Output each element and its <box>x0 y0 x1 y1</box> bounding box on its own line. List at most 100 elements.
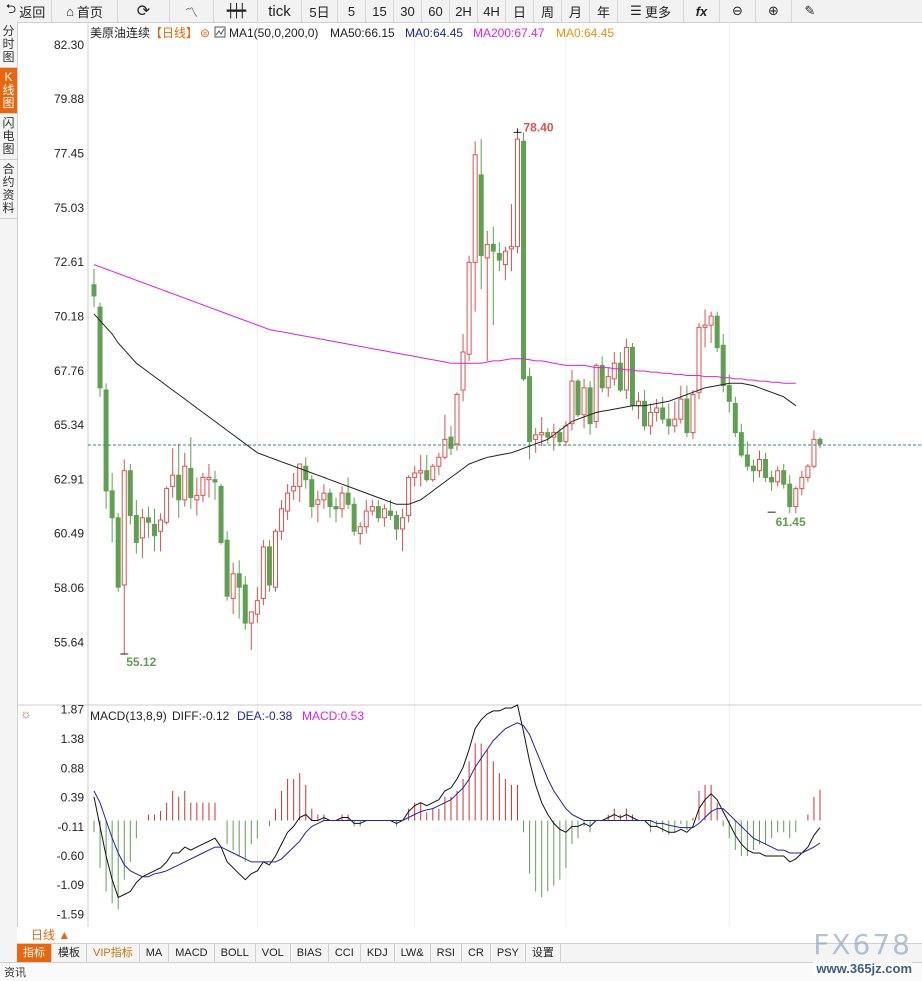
candle-body-up <box>273 530 278 588</box>
candle-body-down <box>557 432 563 443</box>
candle-body-down <box>787 483 793 508</box>
chart-area[interactable]: 82.30 79.88 77.45 75.03 72.61 70.18 67.76 65.34… <box>0 22 922 927</box>
candle-body-up <box>563 425 569 443</box>
candle-body-up <box>442 438 448 458</box>
candle-body-down <box>617 362 623 391</box>
period-15m-button[interactable]: 15 <box>366 0 394 22</box>
tab-bias[interactable]: BIAS <box>291 944 329 962</box>
candle-body-down <box>345 492 351 505</box>
tab-indicators[interactable]: 指标 <box>17 944 52 962</box>
candle-body-down <box>212 479 218 483</box>
tab-cci[interactable]: CCI <box>329 944 361 962</box>
tab-settings[interactable]: 设置 <box>526 944 561 962</box>
price-legend: 美原油连续【日线】 ⊜ MA1(50,0,200,0) MA50:66.15 M… <box>90 25 614 40</box>
period-5d-button[interactable]: 5日 <box>302 0 338 22</box>
candle-body-up <box>472 154 478 263</box>
legend-toggle-icon[interactable] <box>214 26 226 38</box>
candle-body-up <box>678 398 684 420</box>
diff-line <box>93 704 821 899</box>
candle-body-up <box>672 418 678 427</box>
candle-body-down <box>587 387 593 425</box>
refresh-button[interactable]: ⟳ <box>118 0 170 22</box>
period-4h-button[interactable]: 4H <box>478 0 506 22</box>
candle-body-down <box>726 385 732 402</box>
tab-psy[interactable]: PSY <box>491 944 526 962</box>
candle-body-up <box>369 506 375 512</box>
macd-tick-label: -1.09 <box>57 878 85 892</box>
tab-lw[interactable]: LW& <box>395 944 431 962</box>
period-week-button[interactable]: 周 <box>534 0 562 22</box>
tab-vol[interactable]: VOL <box>256 944 291 962</box>
tab-ma[interactable]: MA <box>140 944 170 962</box>
price-tick-label: 77.45 <box>54 147 84 161</box>
candle-body-down <box>521 140 527 380</box>
period-30m-button[interactable]: 30 <box>394 0 422 22</box>
period-5m-button[interactable]: 5 <box>338 0 366 22</box>
back-button[interactable]: ⮌ 返回 <box>0 0 52 22</box>
macd-settings-icon[interactable]: ☼ <box>20 706 32 721</box>
candle-body-down <box>218 485 224 543</box>
period-60m-button[interactable]: 60 <box>422 0 450 22</box>
trend-chart-button[interactable]: 〽 <box>170 0 214 22</box>
tab-kline[interactable]: K线图 <box>0 68 17 114</box>
formula-button[interactable]: fx <box>684 0 720 22</box>
candlesticks <box>91 132 823 655</box>
price-tick-label: 67.76 <box>54 364 84 378</box>
tab-kdj[interactable]: KDJ <box>361 944 395 962</box>
period-month-button[interactable]: 月 <box>562 0 590 22</box>
candle-body-down <box>424 470 430 481</box>
candle-body-down <box>575 380 581 416</box>
candle-body-down <box>242 584 248 624</box>
tab-macd[interactable]: MACD <box>169 944 215 962</box>
news-tab[interactable]: 资讯 <box>4 967 26 979</box>
function-icon: fx <box>695 3 708 19</box>
zoom-out-button[interactable]: ⊖ <box>720 0 756 22</box>
candle-body-up <box>194 494 200 501</box>
candle-body-up <box>690 394 696 434</box>
candle-body-down <box>109 490 115 519</box>
candle-body-down <box>599 364 605 389</box>
menu-icon: ☰ <box>630 3 642 18</box>
zoom-in-button[interactable]: ⊕ <box>756 0 792 22</box>
more-button[interactable]: ☰ 更多 <box>618 0 684 22</box>
tab-rsi[interactable]: RSI <box>431 944 462 962</box>
legend-toggle-glyph <box>215 28 225 36</box>
period-selector[interactable]: 日线 ▲ <box>17 927 77 943</box>
price-tick-label: 58.06 <box>54 581 84 595</box>
tab-vip-indicators[interactable]: VIP指标 <box>87 944 140 962</box>
tab-contract-info[interactable]: 合约资料 <box>0 160 17 219</box>
candle-body-up <box>636 400 641 407</box>
tab-boll[interactable]: BOLL <box>215 944 256 962</box>
macd-tick-label: 1.87 <box>61 703 85 717</box>
candle-body-down <box>763 459 769 478</box>
period-year-button[interactable]: 年 <box>590 0 618 22</box>
candle-body-up <box>285 492 291 512</box>
tab-intraday[interactable]: 分时图 <box>0 22 17 68</box>
candle-body-up <box>315 499 321 505</box>
price-tick-label: 82.30 <box>54 38 84 52</box>
draw-button[interactable]: ✎ <box>792 0 828 22</box>
candle-body-up <box>357 526 363 534</box>
candle-body-up <box>254 600 260 615</box>
period-day-button[interactable]: 日 <box>506 0 534 22</box>
legend-settings-icon[interactable]: ⊜ <box>200 26 210 40</box>
period-2h-button[interactable]: 2H <box>450 0 478 22</box>
tab-cr[interactable]: CR <box>462 944 491 962</box>
candle-chart-button[interactable]: ┿┿┿ <box>214 0 258 22</box>
refresh-icon: ⟳ <box>136 3 151 20</box>
candle-body-down <box>732 402 738 434</box>
tab-templates[interactable]: 模板 <box>52 944 87 962</box>
tab-flash[interactable]: 闪电图 <box>0 114 17 160</box>
candle-body-up <box>708 315 714 326</box>
candle-body-up <box>297 463 303 487</box>
side-tabs: 分时图 K线图 闪电图 合约资料 <box>0 22 18 962</box>
tick-button[interactable]: tick <box>258 0 302 22</box>
candle-body-up <box>593 364 599 422</box>
price-tick-label: 62.91 <box>54 472 84 486</box>
home-button[interactable]: ⌂ 首页 <box>52 0 118 22</box>
candle-body-down <box>375 506 381 519</box>
candle-body-down <box>133 515 139 543</box>
macd-legend-macd: MACD:0.53 <box>302 709 364 723</box>
price-tick-label: 65.34 <box>54 418 84 432</box>
high-annotation: 78.40 <box>513 120 554 134</box>
